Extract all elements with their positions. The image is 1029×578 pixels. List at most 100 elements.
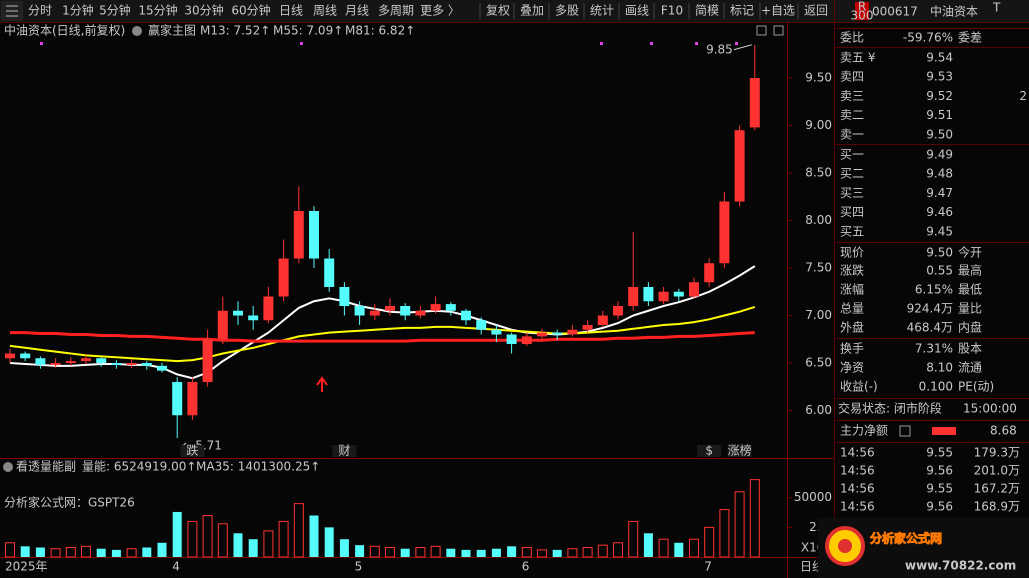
badge (855, 2, 869, 20)
candle-body (65, 361, 76, 363)
event-label: 跌 (186, 443, 198, 458)
trade-time: 14:56 (840, 464, 875, 478)
book-label: 卖五 ¥ (840, 51, 876, 65)
y-tick-label: 9.00 (805, 118, 832, 132)
candle-body (96, 358, 107, 363)
tab[interactable]: 30分钟 (184, 3, 223, 18)
volume-bar (202, 515, 213, 558)
main-net-icon[interactable] (899, 425, 911, 437)
volume-bar (339, 539, 349, 557)
ma-label: M81: 6.82↑ (345, 24, 415, 38)
candle-body (400, 306, 411, 316)
window-icon[interactable] (773, 25, 784, 36)
candle-body (35, 358, 46, 365)
tab[interactable]: 分时 (28, 4, 52, 18)
stat-value: 0.55 (926, 264, 953, 278)
candle-body (521, 336, 532, 344)
tab[interactable]: 15分钟 (138, 3, 177, 18)
tool-button[interactable]: 叠加 (520, 4, 544, 18)
book-label: 买三 (840, 186, 864, 200)
tool-button[interactable]: 统计 (590, 4, 614, 18)
book-label: 买五 (840, 224, 864, 238)
stat-label: 现价 (840, 246, 864, 260)
candle-body (385, 306, 395, 311)
book-price: 9.48 (926, 167, 953, 181)
x-tick-label: 2025年 (5, 560, 48, 574)
tab[interactable]: 日线 (279, 4, 303, 18)
stat-value: 6.15% (915, 283, 953, 297)
y-tick-label: 8.50 (805, 166, 832, 180)
candle-body (157, 365, 167, 371)
indicator-icon[interactable] (3, 462, 13, 472)
window-icon[interactable] (756, 25, 767, 36)
chart-title: 中油资本(日线,前复权) (4, 23, 125, 38)
volume-bar (567, 548, 578, 558)
indicator-name: 赢家主图 (148, 23, 196, 38)
candle-body (476, 320, 487, 330)
indicator-icon[interactable] (132, 26, 142, 36)
watermark-logo (838, 539, 852, 553)
volume-bar (309, 515, 319, 557)
trade-status: 交易状态: 闭市阶段 (838, 401, 942, 416)
volume-bar (613, 542, 623, 558)
tab[interactable]: 更多 〉 (420, 4, 460, 18)
event-badge[interactable] (697, 445, 722, 457)
candle-body (567, 329, 578, 335)
tool-button[interactable]: 简模 (695, 4, 719, 18)
volume-bar (552, 549, 562, 557)
candle-body (141, 363, 152, 366)
tab[interactable]: 60分钟 (231, 3, 270, 18)
tab[interactable]: 1分钟 (62, 3, 94, 18)
stat-label: 外盘 (840, 320, 864, 335)
event-badge[interactable] (180, 445, 205, 457)
book-price: 9.50 (926, 127, 953, 141)
candle-body (415, 310, 426, 316)
tab[interactable]: 5分钟 (99, 3, 131, 18)
stat-label: 量比 (958, 302, 982, 316)
volume-bar (172, 511, 182, 557)
watermark-name: 分析家公式网 (870, 531, 942, 546)
candle-body (248, 315, 259, 321)
tool-button[interactable]: 返回 (804, 4, 828, 18)
volume-label: 量能: 6524919.00↑ (82, 460, 196, 474)
tool-button[interactable]: 多股 (555, 4, 579, 18)
x-tick-label: 5 (355, 560, 363, 574)
trade-time: 14:56 (840, 446, 875, 460)
watermark-url: www.70822.com (905, 559, 1016, 573)
event-badge[interactable] (332, 445, 357, 457)
tab[interactable]: 多周期 (378, 4, 414, 18)
trade-volume: 179.3万 (974, 446, 1020, 460)
volume-bar (476, 549, 486, 557)
volume-bar (537, 549, 547, 558)
candle-body (81, 358, 91, 362)
tool-button[interactable]: +自选 (761, 4, 795, 18)
volume-bar (65, 547, 76, 558)
tab[interactable]: 周线 (313, 4, 337, 18)
main-net-bar (932, 427, 956, 435)
tool-button[interactable]: 画线 (625, 4, 649, 18)
volume-bar (278, 520, 289, 558)
book-label: 买二 (840, 167, 864, 181)
tool-button[interactable]: F10 (661, 4, 683, 18)
formula-note: 分析家公式网：GSPT26 (4, 495, 135, 510)
volume-bar (81, 545, 91, 558)
candle-body (5, 353, 15, 359)
tool-button[interactable]: 标记 (730, 4, 754, 18)
volume-bar (20, 546, 30, 557)
tool-button[interactable]: 复权 (486, 4, 510, 18)
stat-label: 涨跌 (840, 263, 864, 278)
candle-body (537, 332, 547, 337)
event-badge[interactable] (727, 445, 752, 457)
stat-value: 0.100 (919, 380, 953, 394)
book-price: 9.54 (926, 51, 953, 65)
candle-body (126, 363, 137, 365)
tab[interactable]: 月线 (345, 4, 369, 18)
marker-dot (650, 42, 653, 45)
volume-label: MA35: 1401300.25↑ (196, 460, 320, 474)
trade-volume: 167.2万 (974, 482, 1020, 496)
candle-body (369, 310, 380, 316)
volume-bar (385, 547, 395, 558)
volume-bar (521, 547, 532, 558)
volume-bar (324, 527, 334, 557)
